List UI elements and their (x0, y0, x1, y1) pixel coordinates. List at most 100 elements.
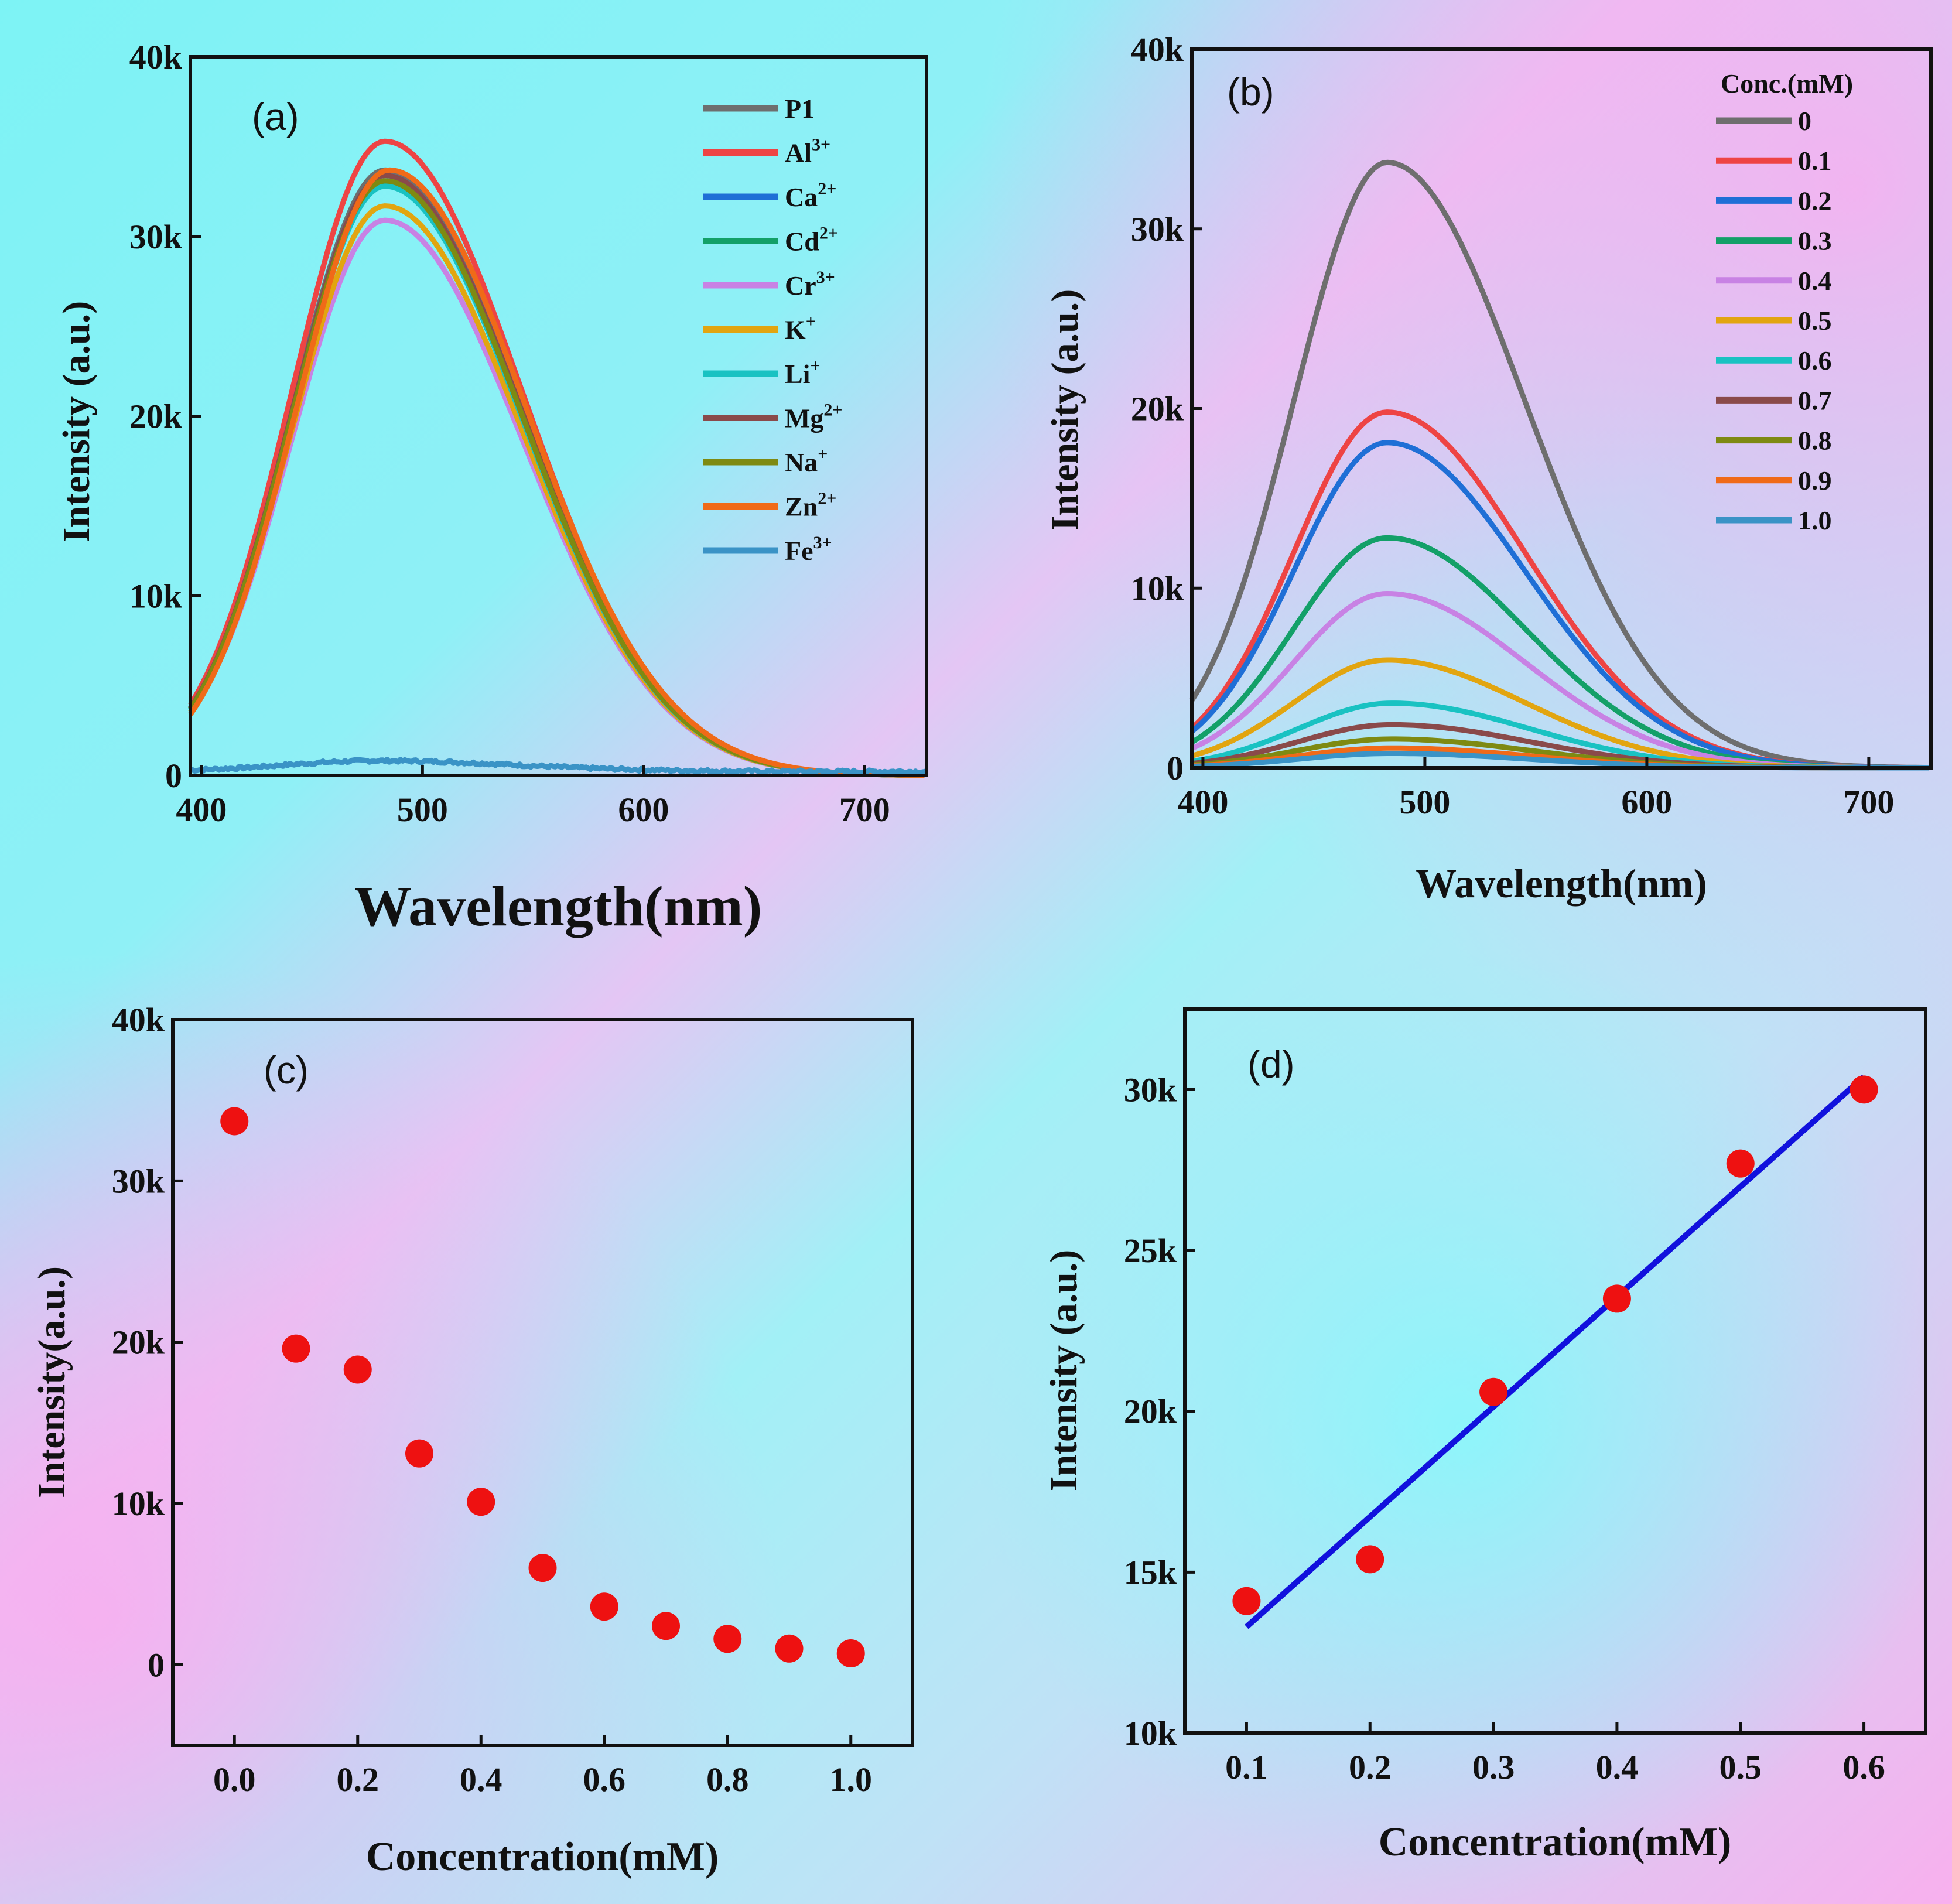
legend-label-text: Li (785, 359, 811, 389)
data-point (713, 1625, 742, 1653)
x-tick-label: 0.1 (1225, 1748, 1268, 1786)
legend-label-text: Ca (785, 182, 818, 212)
panel-b-x-ticks: 400 500 600 700 (1177, 757, 1894, 821)
panel-a-y-axis-title: Intensity (a.u.) (55, 301, 98, 543)
data-point (528, 1554, 557, 1582)
panel-a-y-ticks: 0 10k 20k 30k 40k (129, 38, 201, 795)
legend-label-text: Fe (785, 536, 813, 566)
legend-label: 0.9 (1798, 466, 1832, 495)
legend-label-charge: + (810, 356, 820, 375)
x-tick-label: 0.2 (337, 1761, 380, 1799)
legend-label: 0.3 (1798, 226, 1832, 256)
x-tick-label: 0.5 (1719, 1748, 1762, 1786)
y-tick-label: 10k (112, 1485, 165, 1523)
y-tick-label: 20k (112, 1324, 165, 1362)
panel-d-frame (1183, 1007, 1927, 1735)
series-line-fe3 (190, 757, 928, 776)
data-point (1479, 1377, 1508, 1406)
legend-label: Al3+ (785, 135, 830, 168)
legend-label-charge: + (806, 312, 816, 331)
legend-label: 0.1 (1798, 146, 1832, 176)
legend-label-charge: 2+ (819, 224, 838, 243)
linear-fit-line (1245, 1074, 1866, 1629)
legend-label-text: Na (785, 447, 818, 477)
x-tick-label: 700 (1843, 783, 1894, 821)
panel-b-x-axis-title: Wavelength(nm) (1416, 862, 1707, 907)
x-tick-label: 400 (1177, 783, 1228, 821)
legend-label-text: Al (785, 138, 812, 168)
data-point (220, 1107, 249, 1136)
panel-d-points (1232, 1075, 1878, 1615)
legend-label-charge: 2+ (818, 179, 836, 199)
y-tick-label: 40k (112, 1001, 165, 1039)
x-tick-label: 700 (839, 791, 890, 829)
legend-label-text: Mg (785, 404, 823, 433)
legend-label: Fe3+ (785, 533, 832, 566)
y-tick-label: 10k (1124, 1714, 1177, 1752)
x-tick-label: 1.0 (830, 1761, 873, 1799)
panel-c-y-axis-title: Intensity(a.u.) (30, 1266, 73, 1498)
legend-label: Li+ (785, 356, 821, 389)
data-point (652, 1612, 680, 1640)
y-tick-label: 20k (1131, 390, 1184, 428)
panel-d-label: (d) (1247, 1042, 1295, 1086)
data-point (467, 1488, 495, 1516)
y-tick-label: 30k (1124, 1071, 1177, 1109)
panel-c-label: (c) (264, 1048, 309, 1092)
legend-label: Na+ (785, 445, 828, 477)
legend-label-text: P1 (785, 94, 815, 124)
legend-label-text: Zn (785, 492, 818, 522)
panel-c-x-axis-title: Concentration(mM) (366, 1834, 719, 1879)
data-point (836, 1639, 865, 1668)
y-tick-label: 0 (148, 1646, 165, 1684)
legend-label-charge: + (818, 445, 828, 464)
x-tick-label: 0.4 (1596, 1748, 1639, 1786)
data-point (775, 1634, 804, 1663)
data-point (590, 1592, 618, 1621)
legend-label: Ca2+ (785, 179, 836, 212)
legend-label: 0.8 (1798, 426, 1832, 456)
x-tick-label: 0.4 (460, 1761, 502, 1799)
x-tick-label: 500 (1399, 783, 1450, 821)
y-tick-label: 30k (129, 218, 183, 256)
panel-d-x-axis-title: Concentration(mM) (1379, 1820, 1732, 1865)
panel-d-y-ticks: 10k 15k 20k 25k 30k (1124, 1071, 1195, 1752)
data-point (1356, 1545, 1384, 1574)
legend-label-charge: 3+ (813, 533, 832, 552)
legend-label-charge: 2+ (823, 401, 842, 420)
legend-label: 1.0 (1798, 505, 1832, 535)
data-point (282, 1334, 310, 1363)
x-tick-label: 0.2 (1349, 1748, 1392, 1786)
panel-d-x-ticks: 0.1 0.2 0.3 0.4 0.5 0.6 (1225, 1722, 1885, 1786)
legend-label-charge: 3+ (816, 268, 835, 287)
x-tick-label: 600 (1621, 783, 1672, 821)
legend-label: P1 (785, 94, 815, 124)
legend-label: Mg2+ (785, 401, 843, 433)
x-tick-label: 0.8 (706, 1761, 749, 1799)
x-tick-label: 0.6 (1842, 1748, 1885, 1786)
legend-label: 0.6 (1798, 346, 1832, 375)
legend-label: 0.5 (1798, 306, 1832, 336)
legend-label: Zn2+ (785, 489, 836, 522)
panel-c-x-ticks: 0.0 0.2 0.4 0.6 0.8 1.0 (213, 1735, 872, 1799)
y-tick-label: 20k (1124, 1393, 1177, 1431)
y-tick-label: 40k (129, 38, 183, 76)
legend-label: K+ (785, 312, 816, 345)
panel-d-fit (1245, 1074, 1866, 1629)
y-tick-label: 0 (165, 757, 182, 795)
panel-b-legend: 0 0.1 0.2 0.3 0.4 0.5 0.6 0.7 0.8 0.9 1.0 (1716, 106, 1832, 535)
x-tick-label: 0.0 (213, 1761, 256, 1799)
y-tick-label: 10k (129, 577, 183, 615)
panel-b-y-ticks: 0 10k 20k 30k 40k (1131, 30, 1202, 787)
legend-label: 0 (1798, 106, 1811, 136)
panel-b-legend-title: Conc.(mM) (1721, 69, 1853, 98)
x-tick-label: 600 (618, 791, 669, 829)
y-tick-label: 15k (1124, 1553, 1177, 1591)
legend-label: Cr3+ (785, 268, 835, 300)
legend-label-text: K (785, 315, 806, 345)
panel-a-label: (a) (252, 95, 299, 138)
data-point (405, 1439, 433, 1468)
data-point (1602, 1284, 1631, 1313)
